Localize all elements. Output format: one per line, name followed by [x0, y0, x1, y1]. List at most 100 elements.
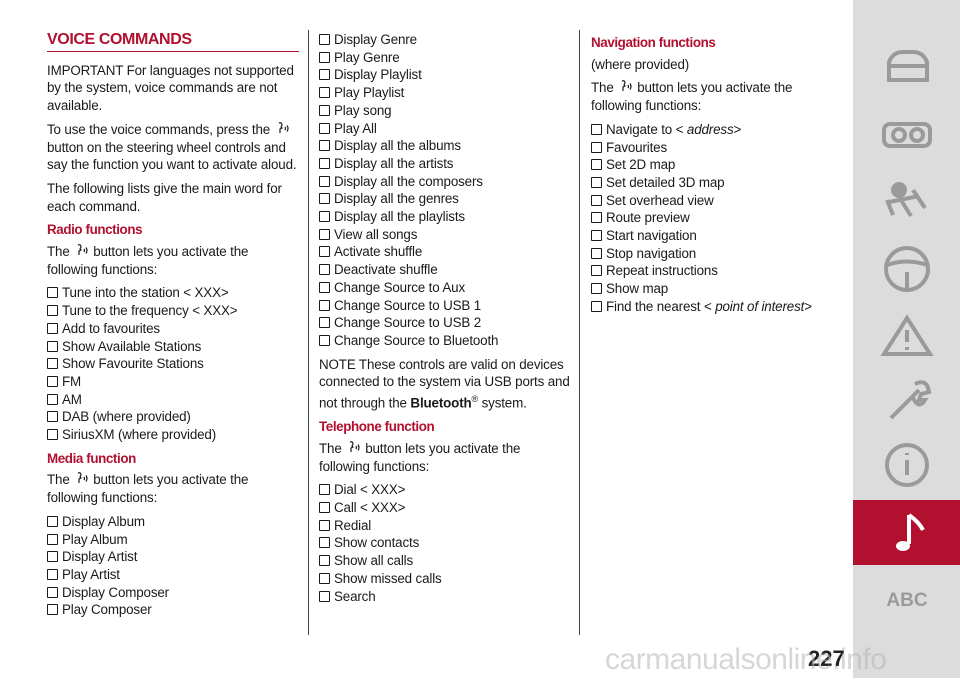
list-item: Play Artist: [47, 566, 299, 584]
list-item: Change Source to USB 2: [319, 314, 571, 332]
text: Play Composer: [62, 602, 152, 618]
text: Navigate to <: [606, 121, 687, 137]
abc-label: ABC: [886, 590, 927, 611]
checkbox-bullet: [319, 519, 330, 531]
list-item: FM: [47, 373, 299, 391]
section-heading: Media function: [47, 450, 136, 466]
text: button on the steering wheel controls an…: [47, 139, 297, 173]
text: Display Composer: [62, 584, 169, 600]
info-icon: [885, 443, 929, 487]
wrench-icon: [889, 380, 932, 420]
checkbox-bullet: [591, 265, 602, 277]
text: Change Source to Aux: [334, 279, 465, 295]
text: FM: [62, 373, 82, 389]
checkbox-bullet: [319, 51, 330, 63]
active-tab: [853, 500, 960, 565]
checkbox-bullet: [591, 176, 602, 188]
list-item: Favourites: [591, 139, 843, 157]
text: Show map: [606, 281, 669, 297]
list-item: Repeat instructions: [591, 262, 843, 280]
list-item: Play Composer: [47, 601, 299, 619]
list-item: Display Album: [47, 513, 299, 531]
command-list: Navigate to < address> Favourites Set 2D …: [591, 121, 843, 316]
text: Call < XXX>: [334, 500, 406, 516]
checkbox-bullet: [591, 141, 602, 153]
text: Display all the albums: [334, 138, 461, 154]
text: Show all calls: [334, 553, 414, 569]
gauge-icon: [891, 127, 907, 143]
paragraph: NOTE These controls are valid on devices…: [319, 356, 571, 413]
text: Show Available Stations: [62, 338, 202, 354]
list-item: Dial < XXX>: [319, 481, 571, 499]
command-list: Display Album Play Album Display Artist Pla…: [47, 513, 299, 619]
list-item: DAB (where provided): [47, 408, 299, 426]
voice-icon: [274, 121, 294, 137]
paragraph: IMPORTANT For languages not supported by…: [47, 62, 299, 115]
checkbox-bullet: [591, 123, 602, 135]
checkbox-bullet: [319, 246, 330, 258]
checkbox-bullet: [319, 87, 330, 99]
text: Show Favourite Stations: [62, 356, 204, 372]
column: Display Genre Play Genre Display Playlist P…: [319, 31, 571, 611]
text: system.: [478, 395, 527, 411]
text: SiriusXM (where provided): [62, 427, 217, 443]
text: Display all the playlists: [334, 209, 465, 225]
voice-icon: [73, 244, 93, 259]
list-item: Tune into the station < XXX>: [47, 284, 299, 302]
section-heading: Radio functions: [47, 222, 143, 238]
list-item: Show map: [591, 280, 843, 298]
checkbox-bullet: [319, 157, 330, 169]
checkbox-bullet: [319, 193, 330, 205]
checkbox-bullet: [47, 358, 58, 370]
checkbox-bullet: [319, 264, 330, 276]
column: VOICE COMMANDS IMPORTANT For languages n…: [47, 31, 299, 625]
list-item: Display all the artists: [319, 155, 571, 173]
paragraph: To use the voice commands, press the but…: [47, 121, 299, 174]
bold-text: Bluetooth: [410, 395, 472, 411]
warning-icon: [880, 314, 934, 356]
page-number: 227: [808, 646, 845, 671]
music-icon: [896, 541, 910, 551]
list-item: Show all calls: [319, 552, 571, 570]
checkbox-bullet: [47, 586, 58, 598]
text: Display Playlist: [334, 67, 422, 83]
text: Add to favourites: [62, 320, 160, 336]
text: Display all the artists: [334, 155, 454, 171]
list-item: Play song: [319, 102, 571, 120]
text: Play song: [334, 102, 392, 118]
text: NOTE These controls are valid on devices…: [319, 356, 570, 411]
paragraph: The button lets you activate the followi…: [319, 440, 571, 475]
checkbox-bullet: [319, 590, 330, 602]
text: Start navigation: [606, 228, 697, 244]
checkbox-bullet: [319, 211, 330, 223]
list-item: Call < XXX>: [319, 499, 571, 517]
music-icon: [907, 513, 925, 544]
checkbox-bullet: [319, 104, 330, 116]
text: Play Genre: [334, 49, 400, 65]
list-item: Search: [319, 588, 571, 606]
paragraph: The following lists give the main word f…: [47, 180, 299, 215]
paragraph: The button lets you activate the followi…: [47, 471, 299, 506]
checkbox-bullet: [591, 283, 602, 295]
text: Change Source to USB 1: [334, 297, 482, 313]
text: Display all the composers: [334, 173, 483, 189]
text: Route preview: [606, 210, 690, 226]
text: Set detailed 3D map: [606, 174, 725, 190]
text: Play Playlist: [334, 85, 405, 101]
superscript: ®: [471, 394, 479, 405]
checkbox-bullet: [47, 375, 58, 387]
text: AM: [62, 391, 82, 407]
text: Change Source to USB 2: [334, 315, 482, 331]
list-item: Set 2D map: [591, 156, 843, 174]
checkbox-bullet: [319, 555, 330, 567]
list-item: Display all the albums: [319, 137, 571, 155]
text: button lets you activate the following f…: [319, 440, 521, 474]
text: The: [47, 244, 70, 260]
list-item: Display all the composers: [319, 173, 571, 191]
checkbox-bullet: [47, 305, 58, 317]
list-item: Set detailed 3D map: [591, 174, 843, 192]
list-item: Display all the genres: [319, 190, 571, 208]
text: Redial: [334, 517, 372, 533]
list-item: Change Source to USB 1: [319, 297, 571, 315]
text: Activate shuffle: [334, 244, 423, 260]
